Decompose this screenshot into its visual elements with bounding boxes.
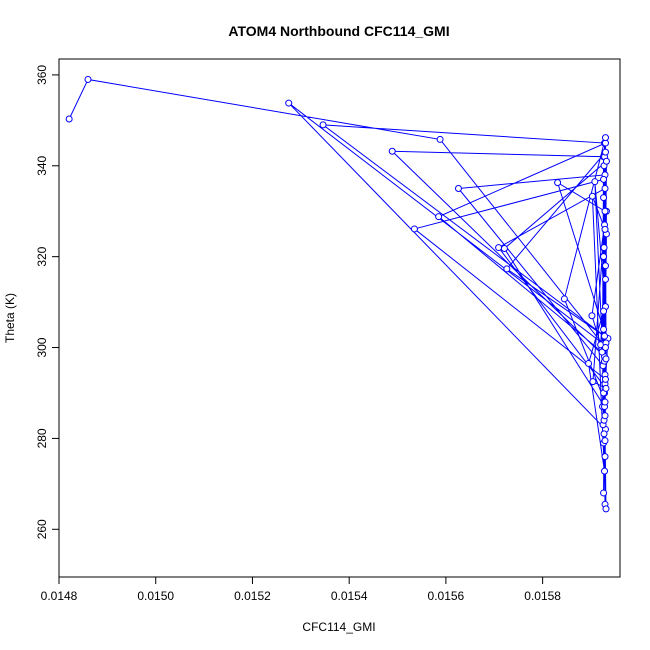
data-point [436,135,444,143]
data-point [600,253,608,261]
data-point [84,75,92,83]
data-point [601,275,609,283]
x-tick-label: 0.0156 [428,589,465,603]
x-axis-label: CFC114_GMI [302,620,375,634]
y-tick-label: 360 [35,65,49,85]
data-point [600,489,608,497]
data-point [601,262,609,270]
data-point [560,295,568,303]
series-line [68,78,609,509]
data-point [495,244,503,252]
x-tick-label: 0.0152 [234,589,271,603]
data-point [588,312,596,320]
data-point [600,430,608,438]
data-point [65,115,73,123]
data-point [602,384,610,392]
y-tick-label: 260 [35,519,49,539]
y-tick-label: 280 [35,428,49,448]
x-tick-label: 0.0158 [524,589,561,603]
data-point [600,194,608,202]
data-point [601,134,609,142]
data-point [454,185,462,192]
data-point [554,179,562,187]
data-point [601,467,609,475]
data-point [601,437,609,445]
data-point [602,505,610,513]
data-point [601,453,609,461]
data-point [601,185,609,192]
data-point [503,265,511,273]
data-point [598,348,606,356]
data-point [601,148,609,156]
y-tick-label: 320 [35,246,49,266]
data-point [600,175,608,183]
y-axis-label: Theta (K) [3,293,17,343]
data-point [600,307,608,315]
y-tick-label: 340 [35,155,49,175]
x-tick-label: 0.0154 [331,589,368,603]
data-point [601,412,609,420]
y-tick-label: 300 [35,337,49,357]
data-point [410,225,418,233]
series-layer [65,75,612,513]
data-point [601,375,609,383]
data-point [601,225,609,233]
x-axis: 0.0148 0.0150 0.0152 0.0154 0.0156 0.0158 [41,576,561,603]
data-point [435,213,443,221]
data-point [602,157,610,165]
data-point [601,207,609,215]
data-point [388,147,396,155]
data-point [601,344,609,352]
x-tick-label: 0.0148 [41,589,78,603]
data-point [601,332,609,340]
data-point [285,99,293,107]
data-point [601,398,609,406]
chart-title: ATOM4 Northbound CFC114_GMI [228,23,449,39]
data-point [585,359,593,367]
data-point [588,192,596,200]
y-axis: 260 280 300 320 340 360 [35,65,60,539]
data-point [591,178,599,186]
data-point [600,325,608,333]
data-point [500,244,508,252]
data-point [589,378,597,386]
data-point [600,244,608,252]
data-point [602,355,610,363]
data-point [319,121,327,129]
x-tick-label: 0.0150 [137,589,174,603]
